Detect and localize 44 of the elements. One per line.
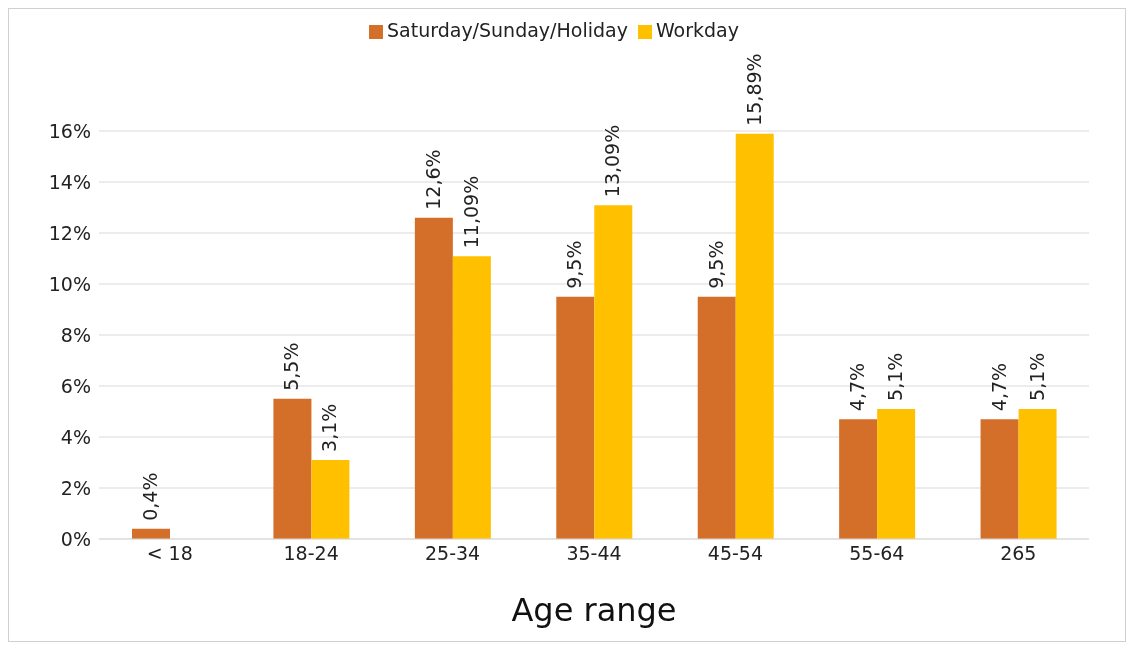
x-tick-label: 55-64 [849, 542, 905, 565]
x-tick-label: < 18 [146, 542, 193, 565]
bar [735, 133, 774, 539]
data-label: 3,1% [318, 403, 341, 452]
data-label: 4,7% [846, 362, 869, 412]
data-label: 4,7% [987, 362, 1010, 412]
data-label: 9,5% [563, 240, 586, 289]
legend-label: Saturday/Sunday/Holiday [387, 19, 628, 41]
y-tick-label: 8% [60, 323, 91, 346]
x-axis-title: Age range [511, 591, 677, 629]
data-label: 5,1% [884, 352, 907, 401]
data-label: 11,09% [459, 175, 482, 249]
bar [1018, 408, 1057, 539]
bar [414, 217, 453, 539]
bar [452, 256, 491, 539]
y-tick-label: 10% [48, 272, 91, 295]
x-tick-label: 25-34 [424, 542, 481, 565]
bar [980, 419, 1019, 539]
x-tick-label: 45-54 [707, 542, 764, 565]
data-label: 0,4% [139, 472, 161, 521]
y-tick-label: 0% [60, 527, 91, 550]
data-label: 12,6% [421, 149, 444, 210]
y-tick-label: 16% [48, 119, 91, 142]
y-tick-label: 12% [48, 221, 91, 244]
legend-label: Workday [655, 19, 739, 41]
x-tick-label: 18-24 [283, 542, 339, 565]
data-label: 5,5% [280, 342, 303, 391]
bar [556, 296, 595, 539]
y-tick-label: 6% [60, 374, 91, 397]
bar [273, 398, 312, 539]
y-tick-label: 14% [48, 170, 91, 193]
data-label: 13,09% [601, 124, 624, 198]
bar [839, 419, 878, 539]
y-tick-label: 2% [60, 476, 91, 499]
bar [311, 459, 350, 539]
data-label: 5,1% [1025, 352, 1048, 401]
data-label: 15,89% [742, 53, 765, 126]
y-tick-label: 4% [60, 425, 91, 448]
x-tick-label: 265 [1000, 542, 1037, 565]
bar [594, 205, 633, 539]
data-label: 9,5% [704, 240, 727, 289]
x-tick-label: 35-44 [566, 542, 622, 565]
bar [697, 296, 736, 539]
bar [877, 408, 916, 539]
